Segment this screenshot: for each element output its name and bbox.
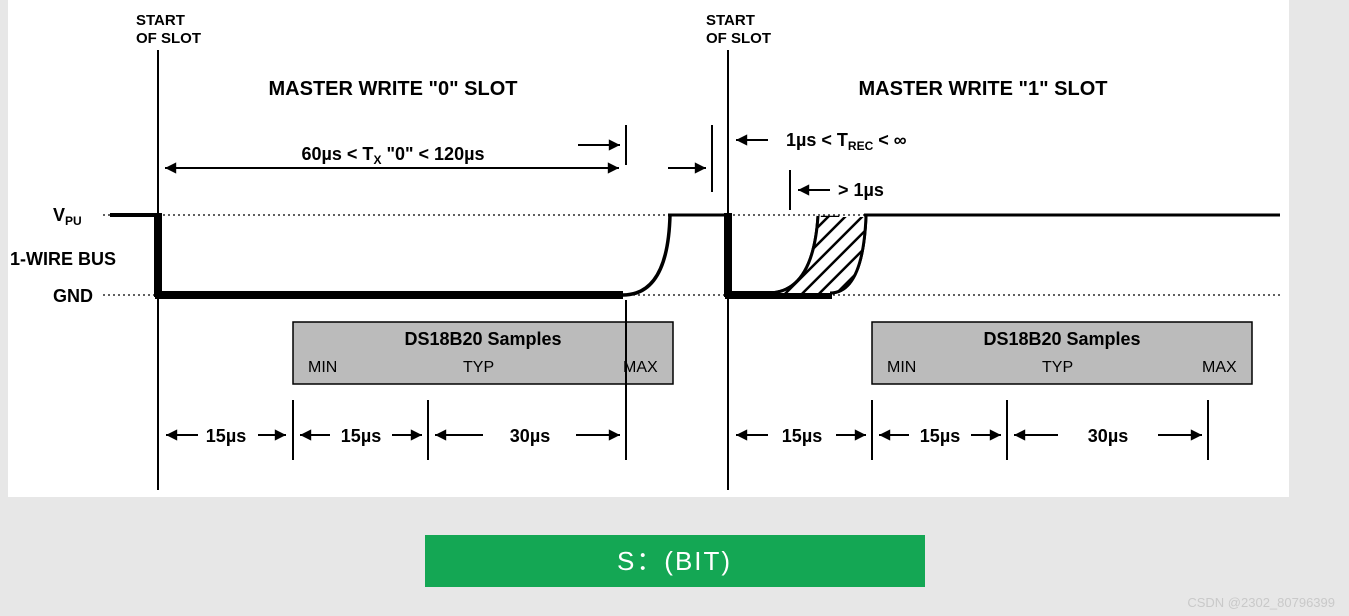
left-start-label-2: OF SLOT (136, 30, 201, 47)
right-slot-title: MASTER WRITE "1" SLOT (859, 78, 1108, 100)
right-sample-max: MAX (1202, 359, 1237, 376)
bus-label: 1-WIRE BUS (10, 249, 116, 269)
timing-svg: VPU 1-WIRE BUS GND START OF SLOT MASTER … (8, 0, 1289, 497)
right-start-label-2: OF SLOT (706, 30, 771, 47)
left-range: 60µs < TX "0" < 120µs (302, 144, 485, 167)
gt1-label: > 1µs (838, 180, 884, 200)
left-sample-title: DS18B20 Samples (404, 329, 561, 349)
right-sample-min: MIN (887, 359, 916, 376)
gnd-label: GND (53, 286, 93, 306)
vpu-label: VPU (53, 205, 82, 228)
left-start-label-1: START (136, 12, 185, 29)
watermark: CSDN @2302_80796399 (1187, 595, 1335, 610)
right-seg-1: 15µs (782, 426, 822, 446)
timing-diagram: VPU 1-WIRE BUS GND START OF SLOT MASTER … (8, 0, 1289, 497)
left-slot-title: MASTER WRITE "0" SLOT (269, 78, 518, 100)
left-seg-3: 30µs (510, 426, 550, 446)
left-sample-typ: TYP (463, 359, 494, 376)
trec-label: 1µs < TREC < ∞ (786, 130, 907, 153)
bit-button-label: S：(BIT) (617, 546, 732, 576)
left-seg-2: 15µs (341, 426, 381, 446)
right-sample-typ: TYP (1042, 359, 1073, 376)
right-sample-title: DS18B20 Samples (983, 329, 1140, 349)
right-start-label-1: START (706, 12, 755, 29)
left-sample-min: MIN (308, 359, 337, 376)
bit-button[interactable]: S：(BIT) (425, 535, 925, 587)
left-seg-1: 15µs (206, 426, 246, 446)
right-seg-3: 30µs (1088, 426, 1128, 446)
right-seg-2: 15µs (920, 426, 960, 446)
left-sample-max: MAX (623, 359, 658, 376)
